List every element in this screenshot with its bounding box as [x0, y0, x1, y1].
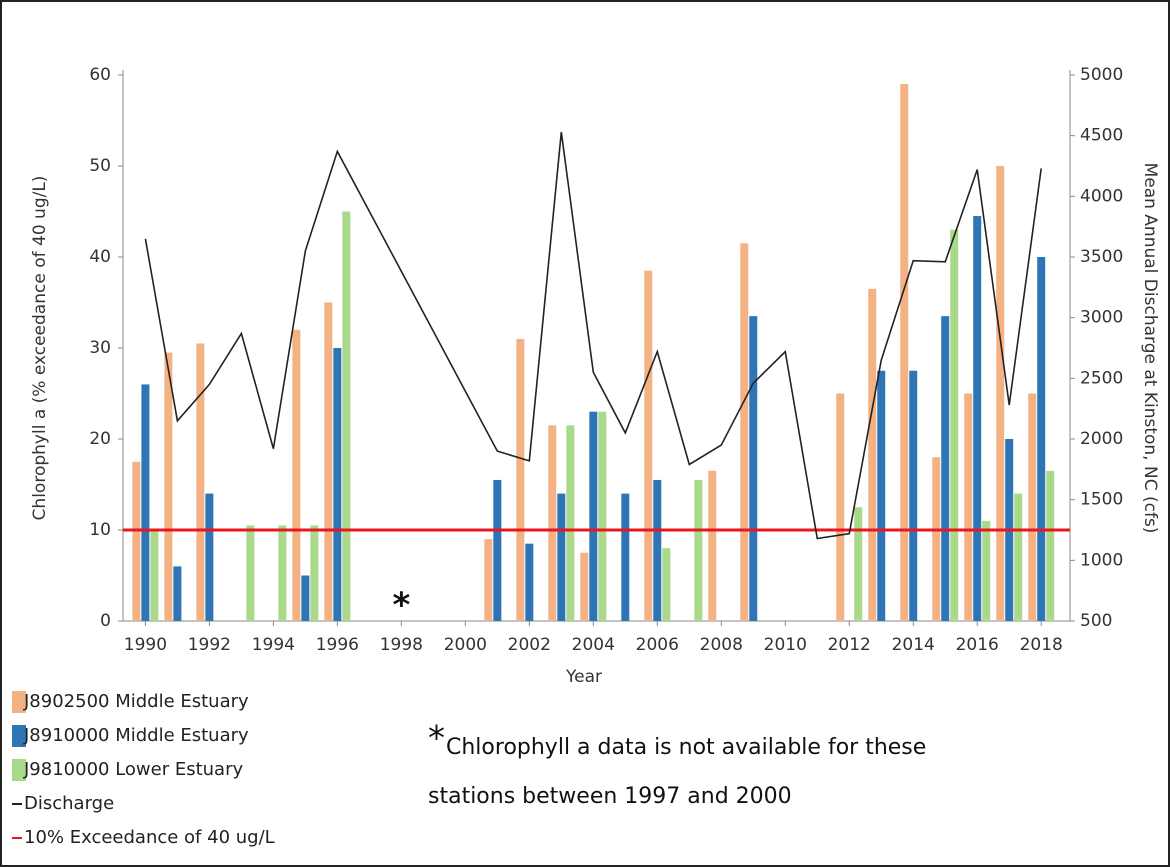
bar — [141, 384, 150, 621]
legend-label: J8902500 Middle Estuary — [23, 691, 249, 712]
x-tick-label: 2004 — [572, 635, 615, 655]
y-tick-label: 60 — [89, 65, 111, 85]
bar — [868, 288, 877, 621]
y2-tick-label: 3500 — [1080, 247, 1123, 267]
x-tick-label: 2008 — [700, 635, 743, 655]
legend-swatch — [12, 725, 26, 747]
y2-tick-label: 2000 — [1080, 429, 1123, 449]
bar — [694, 479, 703, 621]
bar — [292, 329, 301, 621]
bar — [1028, 393, 1037, 621]
x-tick-label: 2018 — [1020, 635, 1063, 655]
annotation-mark: * — [428, 719, 445, 759]
bar — [1046, 470, 1055, 621]
x-axis-title: Year — [565, 667, 602, 687]
bar — [557, 493, 566, 621]
bar — [484, 539, 493, 621]
bar — [150, 530, 159, 621]
y-tick-label: 40 — [89, 247, 111, 267]
bar — [598, 411, 607, 621]
bar — [836, 393, 845, 621]
x-tick-label: 2006 — [636, 635, 679, 655]
y2-tick-label: 1000 — [1080, 550, 1123, 570]
bar — [324, 302, 333, 621]
bar — [246, 525, 255, 621]
bar — [310, 525, 319, 621]
y-tick-label: 30 — [89, 338, 111, 358]
y-tick-label: 0 — [100, 611, 111, 631]
legend-swatch — [12, 759, 26, 781]
bar — [909, 370, 918, 621]
bar — [548, 425, 557, 621]
annotation-line: stations between 1997 and 2000 — [428, 784, 792, 809]
bar — [662, 548, 671, 621]
y2-tick-label: 3000 — [1080, 308, 1123, 328]
bar — [740, 243, 749, 621]
legend-label: J9810000 Lower Estuary — [23, 759, 243, 780]
y2-tick-label: 5000 — [1080, 65, 1123, 85]
bar — [580, 552, 589, 621]
bar — [621, 493, 630, 621]
x-tick-label: 2016 — [956, 635, 999, 655]
bar — [644, 270, 653, 621]
y2-tick-label: 500 — [1080, 611, 1112, 631]
bar — [1014, 493, 1023, 621]
y2-tick-label: 4500 — [1080, 126, 1123, 146]
bar — [996, 166, 1005, 621]
bar — [516, 338, 525, 621]
bar — [708, 470, 717, 621]
y-tick-label: 20 — [89, 429, 111, 449]
bar — [164, 352, 173, 621]
bar — [1037, 257, 1046, 621]
bar — [964, 393, 973, 621]
bar — [132, 461, 141, 621]
bar — [854, 507, 863, 621]
bar — [173, 566, 182, 621]
bar — [749, 316, 758, 621]
x-tick-label: 2002 — [508, 635, 551, 655]
bar — [932, 457, 941, 621]
x-tick-label: 1998 — [380, 635, 423, 655]
x-tick-label: 1994 — [252, 635, 295, 655]
line — [144, 131, 1043, 540]
legend-swatch — [12, 691, 26, 713]
bar — [493, 479, 502, 621]
bar — [205, 493, 214, 621]
bar — [950, 229, 959, 621]
bar — [973, 216, 982, 622]
x-tick-label: 2012 — [828, 635, 871, 655]
legend-label: Discharge — [24, 793, 114, 814]
x-tick-label: 2010 — [764, 635, 807, 655]
bar — [982, 520, 991, 621]
x-tick-label: 1996 — [316, 635, 359, 655]
bar — [653, 479, 662, 621]
bar — [941, 316, 950, 621]
bar — [278, 525, 287, 621]
y2-axis-title: Mean Annual Discharge at Kinston, NC (cf… — [1140, 163, 1160, 534]
bar — [525, 543, 534, 621]
bar — [900, 84, 909, 622]
bar — [301, 575, 310, 621]
bar — [566, 425, 575, 621]
x-tick-label: 2000 — [444, 635, 487, 655]
bar — [342, 211, 351, 621]
y2-tick-label: 2500 — [1080, 368, 1123, 388]
bar — [333, 348, 342, 621]
x-tick-label: 1990 — [124, 635, 167, 655]
annotation-line: Chlorophyll a data is not available for … — [446, 735, 926, 760]
legend-label: J8910000 Middle Estuary — [23, 725, 249, 746]
y-tick-label: 50 — [89, 156, 111, 176]
y2-tick-label: 4000 — [1080, 186, 1123, 206]
y-axis-title: Chlorophyll a (% exceedance of 40 ug/L) — [30, 176, 50, 521]
bar — [589, 411, 598, 621]
x-tick-label: 1992 — [188, 635, 231, 655]
legend-label: 10% Exceedance of 40 ug/L — [24, 827, 275, 848]
y-tick-label: 10 — [89, 520, 111, 540]
bar — [877, 370, 886, 621]
note-marker: * — [392, 586, 410, 626]
y2-tick-label: 1500 — [1080, 490, 1123, 510]
x-tick-label: 2014 — [892, 635, 935, 655]
bar — [196, 343, 205, 621]
